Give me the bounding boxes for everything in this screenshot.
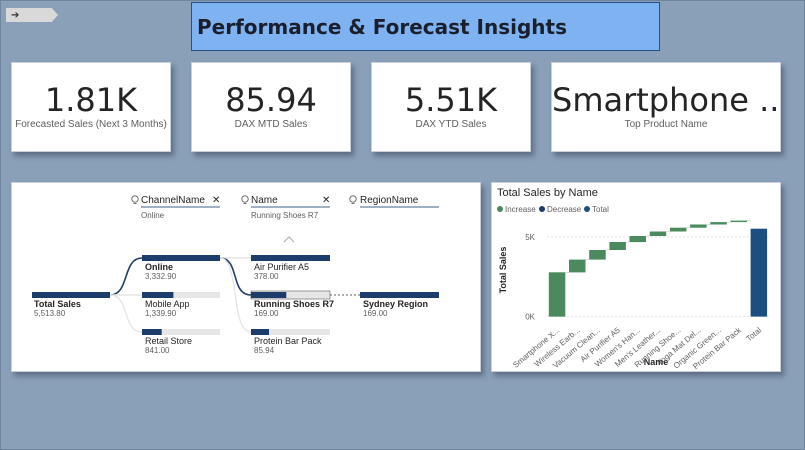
tree-node-region-sydney[interactable]: Sydney Region 169.00 bbox=[360, 292, 439, 318]
y-tick-label: 0K bbox=[525, 313, 535, 322]
waterfall-bar[interactable] bbox=[548, 272, 566, 317]
level-selected: Running Shoes R7 bbox=[251, 211, 319, 220]
waterfall-bar[interactable] bbox=[710, 222, 727, 225]
node-bar bbox=[251, 255, 330, 261]
node-label: Protein Bar Pack bbox=[254, 336, 322, 346]
node-value: 169.00 bbox=[254, 309, 279, 318]
lightbulb-icon bbox=[241, 195, 249, 204]
kpi-label: Top Product Name bbox=[624, 119, 708, 131]
node-bar bbox=[360, 292, 439, 298]
node-label: Mobile App bbox=[145, 299, 190, 309]
waterfall-bar[interactable] bbox=[649, 231, 667, 237]
lightbulb-icon bbox=[349, 195, 357, 204]
back-arrow-icon: ➔ bbox=[11, 9, 20, 21]
node-bar bbox=[142, 329, 162, 335]
node-bar bbox=[32, 292, 110, 298]
waterfall-bar[interactable] bbox=[690, 224, 707, 228]
x-axis-title: Name bbox=[644, 357, 669, 367]
waterfall-bar[interactable] bbox=[609, 242, 626, 250]
node-value: 5,513.80 bbox=[34, 309, 66, 318]
node-value: 169.00 bbox=[363, 309, 388, 318]
remove-level-icon[interactable]: ✕ bbox=[212, 195, 220, 206]
node-label: Running Shoes R7 bbox=[254, 299, 334, 309]
node-bar bbox=[251, 329, 269, 335]
waterfall-bar[interactable] bbox=[669, 227, 687, 232]
back-button[interactable]: ➔ bbox=[6, 8, 58, 22]
node-label: Retail Store bbox=[145, 336, 192, 346]
kpi-card-ytd-sales[interactable]: 5.51K DAX YTD Sales bbox=[371, 62, 531, 152]
kpi-label: Forecasted Sales (Next 3 Months) bbox=[15, 119, 167, 131]
tree-node-name-protein-bar[interactable]: Protein Bar Pack 85.94 bbox=[251, 329, 330, 355]
tree-node-name-running-shoes[interactable]: Running Shoes R7 169.00 bbox=[250, 290, 334, 318]
decomposition-tree-svg: ChannelName ✕ Online Name ✕ Running Shoe… bbox=[32, 195, 439, 355]
legend-label: Decrease bbox=[547, 205, 582, 214]
waterfall-chart[interactable]: Total Sales by Name Increase Decrease To… bbox=[491, 182, 781, 372]
tree-node-channel-retail-store[interactable]: Retail Store 841.00 bbox=[142, 329, 220, 355]
node-label: Total Sales bbox=[34, 299, 81, 309]
tree-node-root[interactable]: Total Sales 5,513.80 bbox=[32, 292, 110, 318]
node-value: 1,339.90 bbox=[145, 309, 177, 318]
y-tick-label: 5K bbox=[525, 233, 535, 242]
node-bar bbox=[142, 292, 174, 298]
waterfall-bar[interactable] bbox=[589, 250, 606, 260]
waterfall-bar[interactable] bbox=[730, 220, 748, 223]
page-title: Performance & Forecast Insights bbox=[197, 14, 568, 39]
node-value: 3,332.90 bbox=[145, 272, 177, 281]
level-field-name: Name bbox=[251, 195, 278, 206]
kpi-value: 1.81K bbox=[44, 83, 138, 119]
legend-item-decrease[interactable]: Decrease bbox=[539, 205, 582, 214]
node-bar bbox=[142, 255, 220, 261]
legend-item-increase[interactable]: Increase bbox=[497, 205, 536, 214]
node-bar bbox=[251, 292, 287, 298]
level-header-channel[interactable]: ChannelName ✕ Online bbox=[131, 195, 221, 220]
kpi-card-forecasted-sales[interactable]: 1.81K Forecasted Sales (Next 3 Months) bbox=[11, 62, 171, 152]
waterfall-chart-svg: Total Sales by Name Increase Decrease To… bbox=[497, 187, 769, 371]
legend-swatch bbox=[497, 206, 503, 212]
kpi-card-top-product[interactable]: Smartphone ... Top Product Name bbox=[551, 62, 781, 152]
legend-label: Total bbox=[592, 205, 609, 214]
kpi-value: 5.51K bbox=[404, 83, 498, 119]
level-field-name: RegionName bbox=[360, 195, 419, 206]
node-label: Air Purifier A5 bbox=[254, 262, 309, 272]
legend-label: Increase bbox=[505, 205, 536, 214]
decomposition-tree[interactable]: ChannelName ✕ Online Name ✕ Running Shoe… bbox=[11, 182, 481, 372]
tree-connectors bbox=[109, 257, 360, 333]
chart-legend: Increase Decrease Total bbox=[497, 205, 609, 214]
node-label: Sydney Region bbox=[363, 299, 428, 309]
chart-title: Total Sales by Name bbox=[497, 187, 598, 199]
level-selected: Online bbox=[141, 211, 165, 220]
level-header-region[interactable]: RegionName bbox=[349, 195, 439, 208]
page-title-box: Performance & Forecast Insights bbox=[191, 2, 660, 51]
remove-level-icon[interactable]: ✕ bbox=[322, 195, 330, 206]
node-value: 378.00 bbox=[254, 272, 279, 281]
tree-node-channel-mobile-app[interactable]: Mobile App 1,339.90 bbox=[142, 292, 220, 318]
tree-node-name-air-purifier[interactable]: Air Purifier A5 378.00 bbox=[251, 255, 330, 281]
lightbulb-icon bbox=[131, 195, 139, 204]
x-tick-label: Total bbox=[744, 325, 763, 343]
kpi-value: Smartphone ... bbox=[552, 83, 780, 119]
waterfall-bar[interactable] bbox=[569, 259, 586, 273]
node-value: 841.00 bbox=[145, 346, 170, 355]
scroll-up-chevron-icon[interactable] bbox=[283, 236, 295, 243]
legend-item-total[interactable]: Total bbox=[584, 205, 609, 214]
legend-swatch bbox=[539, 206, 545, 212]
waterfall-bar[interactable] bbox=[629, 236, 647, 243]
kpi-card-mtd-sales[interactable]: 85.94 DAX MTD Sales bbox=[191, 62, 351, 152]
node-value: 85.94 bbox=[254, 346, 275, 355]
waterfall-bar[interactable] bbox=[750, 228, 768, 317]
tree-node-channel-online[interactable]: Online 3,332.90 bbox=[142, 255, 220, 281]
legend-swatch bbox=[584, 206, 590, 212]
level-field-name: ChannelName bbox=[141, 195, 205, 206]
kpi-label: DAX MTD Sales bbox=[234, 119, 308, 131]
level-header-name[interactable]: Name ✕ Running Shoes R7 bbox=[241, 195, 331, 220]
y-axis-title: Total Sales bbox=[498, 247, 508, 294]
kpi-label: DAX YTD Sales bbox=[415, 119, 487, 131]
node-label: Online bbox=[145, 262, 173, 272]
kpi-value: 85.94 bbox=[225, 83, 317, 119]
